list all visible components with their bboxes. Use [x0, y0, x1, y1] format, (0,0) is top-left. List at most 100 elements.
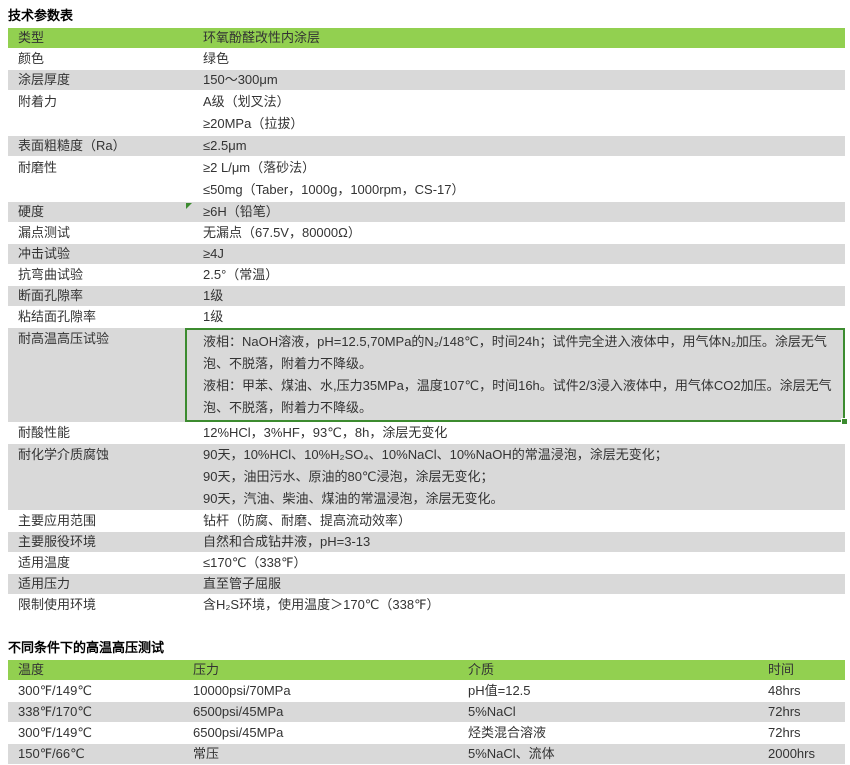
table-row: 150℉/66℃ 常压 5%NaCl、流体 2000hrs	[8, 744, 845, 765]
test-value-cell[interactable]: 2000hrs	[760, 744, 845, 764]
param-label-cell[interactable]: 断面孔隙率	[8, 286, 185, 306]
param-label-cell[interactable]: 适用温度	[8, 553, 185, 573]
param-value: 90天，10%HCl、10%H₂SO₄、10%NaCl、10%NaOH的常温浸泡…	[203, 447, 668, 462]
param-value-cell[interactable]: 绿色	[185, 49, 845, 69]
param-label-cell[interactable]: 粘结面孔隙率	[8, 307, 185, 327]
param-value-cell[interactable]: A级（划叉法） ≥20MPa（拉拔）	[185, 91, 845, 135]
param-label: 耐磨性	[18, 160, 58, 175]
test-value-cell[interactable]: 338℉/170℃	[8, 702, 185, 722]
param-label-cell[interactable]: 抗弯曲试验	[8, 265, 185, 285]
param-value-cell[interactable]: 环氧酚醛改性内涂层	[185, 28, 845, 48]
selection-fill-handle[interactable]	[841, 418, 848, 425]
param-value-cell[interactable]: ≥6H（铅笔）	[185, 202, 845, 222]
param-value-cell[interactable]: 12%HCl，3%HF，93℃，8h，涂层无变化	[185, 423, 845, 443]
test-value-cell[interactable]: 6500psi/45MPa	[185, 702, 460, 722]
param-value-cell[interactable]: ≥4J	[185, 244, 845, 264]
param-value: 液相：甲苯、煤油、水,压力35MPa，温度107℃，时间16h。试件2/3浸入液…	[203, 378, 832, 415]
test-value-cell[interactable]: 10000psi/70MPa	[185, 681, 460, 701]
test-value-cell[interactable]: 5%NaCl	[460, 702, 760, 722]
param-value-cell[interactable]: 90天，10%HCl、10%H₂SO₄、10%NaCl、10%NaOH的常温浸泡…	[185, 444, 845, 510]
param-label-cell[interactable]: 附着力	[8, 91, 185, 135]
table-row: 颜色 绿色	[8, 49, 845, 70]
param-label-cell[interactable]: 表面粗糙度（Ra）	[8, 136, 185, 156]
param-label-cell[interactable]: 主要应用范围	[8, 511, 185, 531]
htph-tests-table-body: 温度 压力 介质 时间 300℉/149℃ 10000psi/70MPa pH值=12.5 4…	[8, 660, 845, 765]
param-label-cell[interactable]: 耐酸性能	[8, 423, 185, 443]
param-label-cell[interactable]: 类型	[8, 28, 185, 48]
test-value-cell[interactable]: 常压	[185, 744, 460, 764]
tech-params-title: 技术参数表	[8, 8, 74, 23]
param-label-cell[interactable]: 限制使用环境	[8, 595, 185, 615]
param-value: ≤2.5μm	[203, 138, 247, 153]
test-value-cell[interactable]: 72hrs	[760, 723, 845, 743]
param-value-cell[interactable]: ≤170℃（338℉）	[185, 553, 845, 573]
param-value-cell[interactable]: 无漏点（67.5V，80000Ω）	[185, 223, 845, 243]
selected-cell[interactable]: 液相：NaOH溶液，pH=12.5,70MPa的N₂/148℃，时间24h；试件…	[185, 328, 848, 425]
test-value: 338℉/170℃	[18, 704, 92, 719]
param-label: 耐化学介质腐蚀	[18, 447, 110, 462]
test-value-cell[interactable]: 烃类混合溶液	[460, 723, 760, 743]
param-value: 绿色	[203, 51, 230, 66]
table-row: 耐化学介质腐蚀 90天，10%HCl、10%H₂SO₄、10%NaCl、10%Na…	[8, 444, 845, 511]
param-value-cell[interactable]: 自然和合成钻井液，pH=3-13	[185, 532, 845, 552]
param-label-cell[interactable]: 耐磨性	[8, 157, 185, 201]
column-header: 介质	[468, 662, 495, 677]
param-value-cell[interactable]: 含H₂S环境，使用温度＞170℃（338℉）	[185, 595, 845, 615]
test-value-cell[interactable]: 72hrs	[760, 702, 845, 722]
param-value-cell[interactable]: 钻杆（防腐、耐磨、提高流动效率）	[185, 511, 845, 531]
column-header-cell[interactable]: 温度	[8, 660, 185, 680]
test-value-cell[interactable]: pH值=12.5	[460, 681, 760, 701]
test-value-cell[interactable]: 6500psi/45MPa	[185, 723, 460, 743]
table-row: 限制使用环境 含H₂S环境，使用温度＞170℃（338℉）	[8, 595, 845, 616]
table-row: 适用温度 ≤170℃（338℉）	[8, 553, 845, 574]
test-value: 6500psi/45MPa	[193, 725, 284, 740]
test-value: 5%NaCl、流体	[468, 746, 555, 761]
section-gap	[8, 616, 845, 640]
param-label-cell[interactable]: 漏点测试	[8, 223, 185, 243]
test-value-cell[interactable]: 300℉/149℃	[8, 723, 185, 743]
param-value: ≤170℃（338℉）	[203, 555, 307, 570]
test-value-cell[interactable]: 300℉/149℃	[8, 681, 185, 701]
param-value: ≥6H（铅笔）	[203, 204, 279, 219]
cell-error-indicator-icon	[186, 203, 192, 209]
param-value-cell[interactable]: ≥2 L/μm（落砂法） ≤50mg（Taber，1000g，1000rpm，CS…	[185, 157, 845, 201]
test-value-cell[interactable]: 48hrs	[760, 681, 845, 701]
column-header-cell[interactable]: 介质	[460, 660, 760, 680]
param-label: 类型	[18, 30, 45, 45]
param-label-cell[interactable]: 耐化学介质腐蚀	[8, 444, 185, 510]
table-row: 主要应用范围 钻杆（防腐、耐磨、提高流动效率）	[8, 511, 845, 532]
table-row: 338℉/170℃ 6500psi/45MPa 5%NaCl 72hrs	[8, 702, 845, 723]
param-label: 主要服役环境	[18, 534, 97, 549]
param-label-cell[interactable]: 耐高温高压试验	[8, 328, 185, 422]
param-value-cell[interactable]: 1级	[185, 307, 845, 327]
column-header-cell[interactable]: 时间	[760, 660, 845, 680]
param-value-cell[interactable]: 150～300μm	[185, 70, 845, 90]
param-label: 颜色	[18, 51, 45, 66]
param-label-cell[interactable]: 适用压力	[8, 574, 185, 594]
param-label: 限制使用环境	[18, 597, 97, 612]
test-value-cell[interactable]: 150℉/66℃	[8, 744, 185, 764]
column-header: 温度	[18, 662, 45, 677]
param-value: 环氧酚醛改性内涂层	[203, 30, 321, 45]
param-value-cell[interactable]: 2.5°（常温）	[185, 265, 845, 285]
param-label-cell[interactable]: 硬度	[8, 202, 185, 222]
param-value: ≤50mg（Taber，1000g，1000rpm，CS-17）	[203, 182, 465, 197]
table-row: 粘结面孔隙率 1级	[8, 307, 845, 328]
param-value: 12%HCl，3%HF，93℃，8h，涂层无变化	[203, 425, 448, 440]
table-row: 硬度 ≥6H（铅笔）	[8, 202, 845, 223]
param-label: 断面孔隙率	[18, 288, 84, 303]
test-value-cell[interactable]: 5%NaCl、流体	[460, 744, 760, 764]
table-row: 主要服役环境 自然和合成钻井液，pH=3-13	[8, 532, 845, 553]
param-value-cell[interactable]: ≤2.5μm	[185, 136, 845, 156]
table-row: 表面粗糙度（Ra） ≤2.5μm	[8, 136, 845, 157]
test-value: 2000hrs	[768, 746, 815, 761]
param-value-cell[interactable]: 直至管子屈服	[185, 574, 845, 594]
test-value: 烃类混合溶液	[468, 725, 547, 740]
param-label-cell[interactable]: 冲击试验	[8, 244, 185, 264]
param-value-cell[interactable]: 1级	[185, 286, 845, 306]
column-header-cell[interactable]: 压力	[185, 660, 460, 680]
param-label-cell[interactable]: 颜色	[8, 49, 185, 69]
param-label-cell[interactable]: 涂层厚度	[8, 70, 185, 90]
param-label-cell[interactable]: 主要服役环境	[8, 532, 185, 552]
